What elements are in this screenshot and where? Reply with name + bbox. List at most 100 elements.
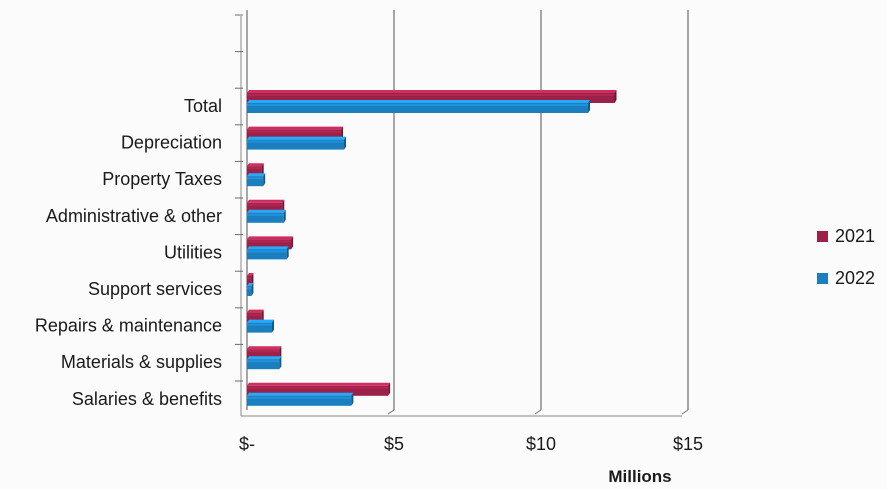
bar-highlight [247, 313, 262, 316]
bar-top-face [247, 382, 391, 386]
bar-2022 [247, 209, 286, 223]
category-label: Support services [88, 279, 222, 299]
bar-end-face [261, 309, 264, 323]
bar-2021 [247, 126, 344, 140]
bar-end-face [279, 356, 282, 370]
bar-highlight [247, 323, 272, 326]
bar-front-face [247, 202, 283, 213]
bar-2021 [247, 90, 617, 103]
bar-highlight [247, 240, 292, 243]
category-label: Materials & supplies [61, 352, 222, 372]
bar-front-face [247, 239, 292, 250]
bar-front-face [247, 129, 342, 140]
bar-front-face [247, 286, 252, 296]
bar-end-face [388, 382, 391, 396]
bar-2022 [247, 319, 274, 333]
legend-label-2022: 2022 [835, 268, 875, 288]
x-tick-label: $5 [384, 434, 404, 454]
bar-2021 [247, 163, 264, 177]
bar-top-face [247, 246, 289, 250]
bar-highlight [247, 94, 615, 96]
bar-end-face [279, 346, 282, 360]
bar-top-face [247, 346, 282, 350]
bar-top-face [247, 173, 266, 177]
bar-top-face [247, 199, 285, 203]
bar-2021 [247, 382, 391, 396]
category-label: Utilities [164, 242, 222, 262]
bar-end-face [271, 319, 274, 333]
bar-highlight [247, 177, 264, 180]
x-axis-title: Millions [608, 467, 671, 486]
bar-2021 [247, 199, 285, 213]
bar-2022 [247, 173, 266, 187]
bar-end-face [614, 90, 617, 103]
bar-end-face [261, 163, 264, 177]
bar-highlight [247, 104, 589, 106]
bar-highlight [247, 250, 287, 253]
x-tick-labels: $- $5 $10 $15 [239, 434, 703, 454]
category-label: Salaries & benefits [72, 389, 222, 409]
bar-highlight [247, 140, 345, 143]
bar-end-face [251, 273, 254, 286]
bar-2022 [247, 136, 347, 150]
bar-top-face [247, 209, 286, 213]
category-label: Total [184, 96, 222, 116]
y-axis [235, 10, 682, 417]
bar-2022 [247, 356, 282, 370]
bar-front-face [247, 139, 345, 150]
bar-top-face [247, 273, 254, 276]
bar-front-face [247, 249, 287, 260]
category-label: Repairs & maintenance [35, 316, 222, 336]
bar-front-face [247, 103, 589, 113]
bar-front-face [247, 312, 262, 323]
bar-end-face [251, 283, 254, 296]
bar-top-face [247, 90, 617, 93]
bar-front-face [247, 385, 389, 396]
bar-front-face [247, 322, 272, 333]
gridline-foot [534, 409, 542, 415]
legend-label-2021: 2021 [835, 226, 875, 246]
bar-top-face [247, 283, 254, 286]
bar-2022 [247, 246, 289, 260]
x-tick-label: $10 [526, 434, 556, 454]
x-tick-label: $- [239, 434, 255, 454]
bar-highlight [247, 213, 284, 216]
bar-front-face [247, 276, 252, 286]
bar-2022 [247, 100, 591, 113]
bar-front-face [247, 176, 264, 187]
bar-top-face [247, 136, 347, 140]
bar-top-face [247, 163, 264, 167]
bar-top-face [247, 392, 354, 396]
bar-highlight [247, 396, 352, 399]
x-tick-label: $15 [673, 434, 703, 454]
bars [247, 90, 617, 406]
bar-top-face [247, 356, 282, 360]
bar-2021 [247, 236, 294, 250]
bar-top-face [247, 309, 264, 313]
bar-highlight [247, 360, 280, 363]
bar-front-face [247, 349, 280, 360]
bar-front-face [247, 395, 352, 406]
gridlines [387, 10, 689, 415]
bar-highlight [247, 277, 252, 279]
bar-top-face [247, 319, 274, 323]
bar-end-face [341, 126, 344, 140]
bar-end-face [588, 100, 591, 113]
bar-top-face [247, 236, 294, 240]
bar-highlight [247, 350, 280, 353]
gridline-foot [681, 409, 689, 415]
bar-front-face [247, 166, 262, 177]
bar-front-face [247, 93, 615, 103]
category-label: Administrative & other [46, 206, 222, 226]
category-label: Depreciation [121, 133, 222, 153]
bar-end-face [291, 236, 294, 250]
category-labels: Total Depreciation Property Taxes Administr… [35, 96, 222, 409]
bar-highlight [247, 287, 252, 289]
bar-end-face [282, 199, 285, 213]
bar-front-face [247, 359, 280, 370]
category-label: Property Taxes [102, 169, 222, 189]
legend: 2021 2022 [817, 226, 875, 288]
legend-swatch-2021 [817, 231, 828, 242]
